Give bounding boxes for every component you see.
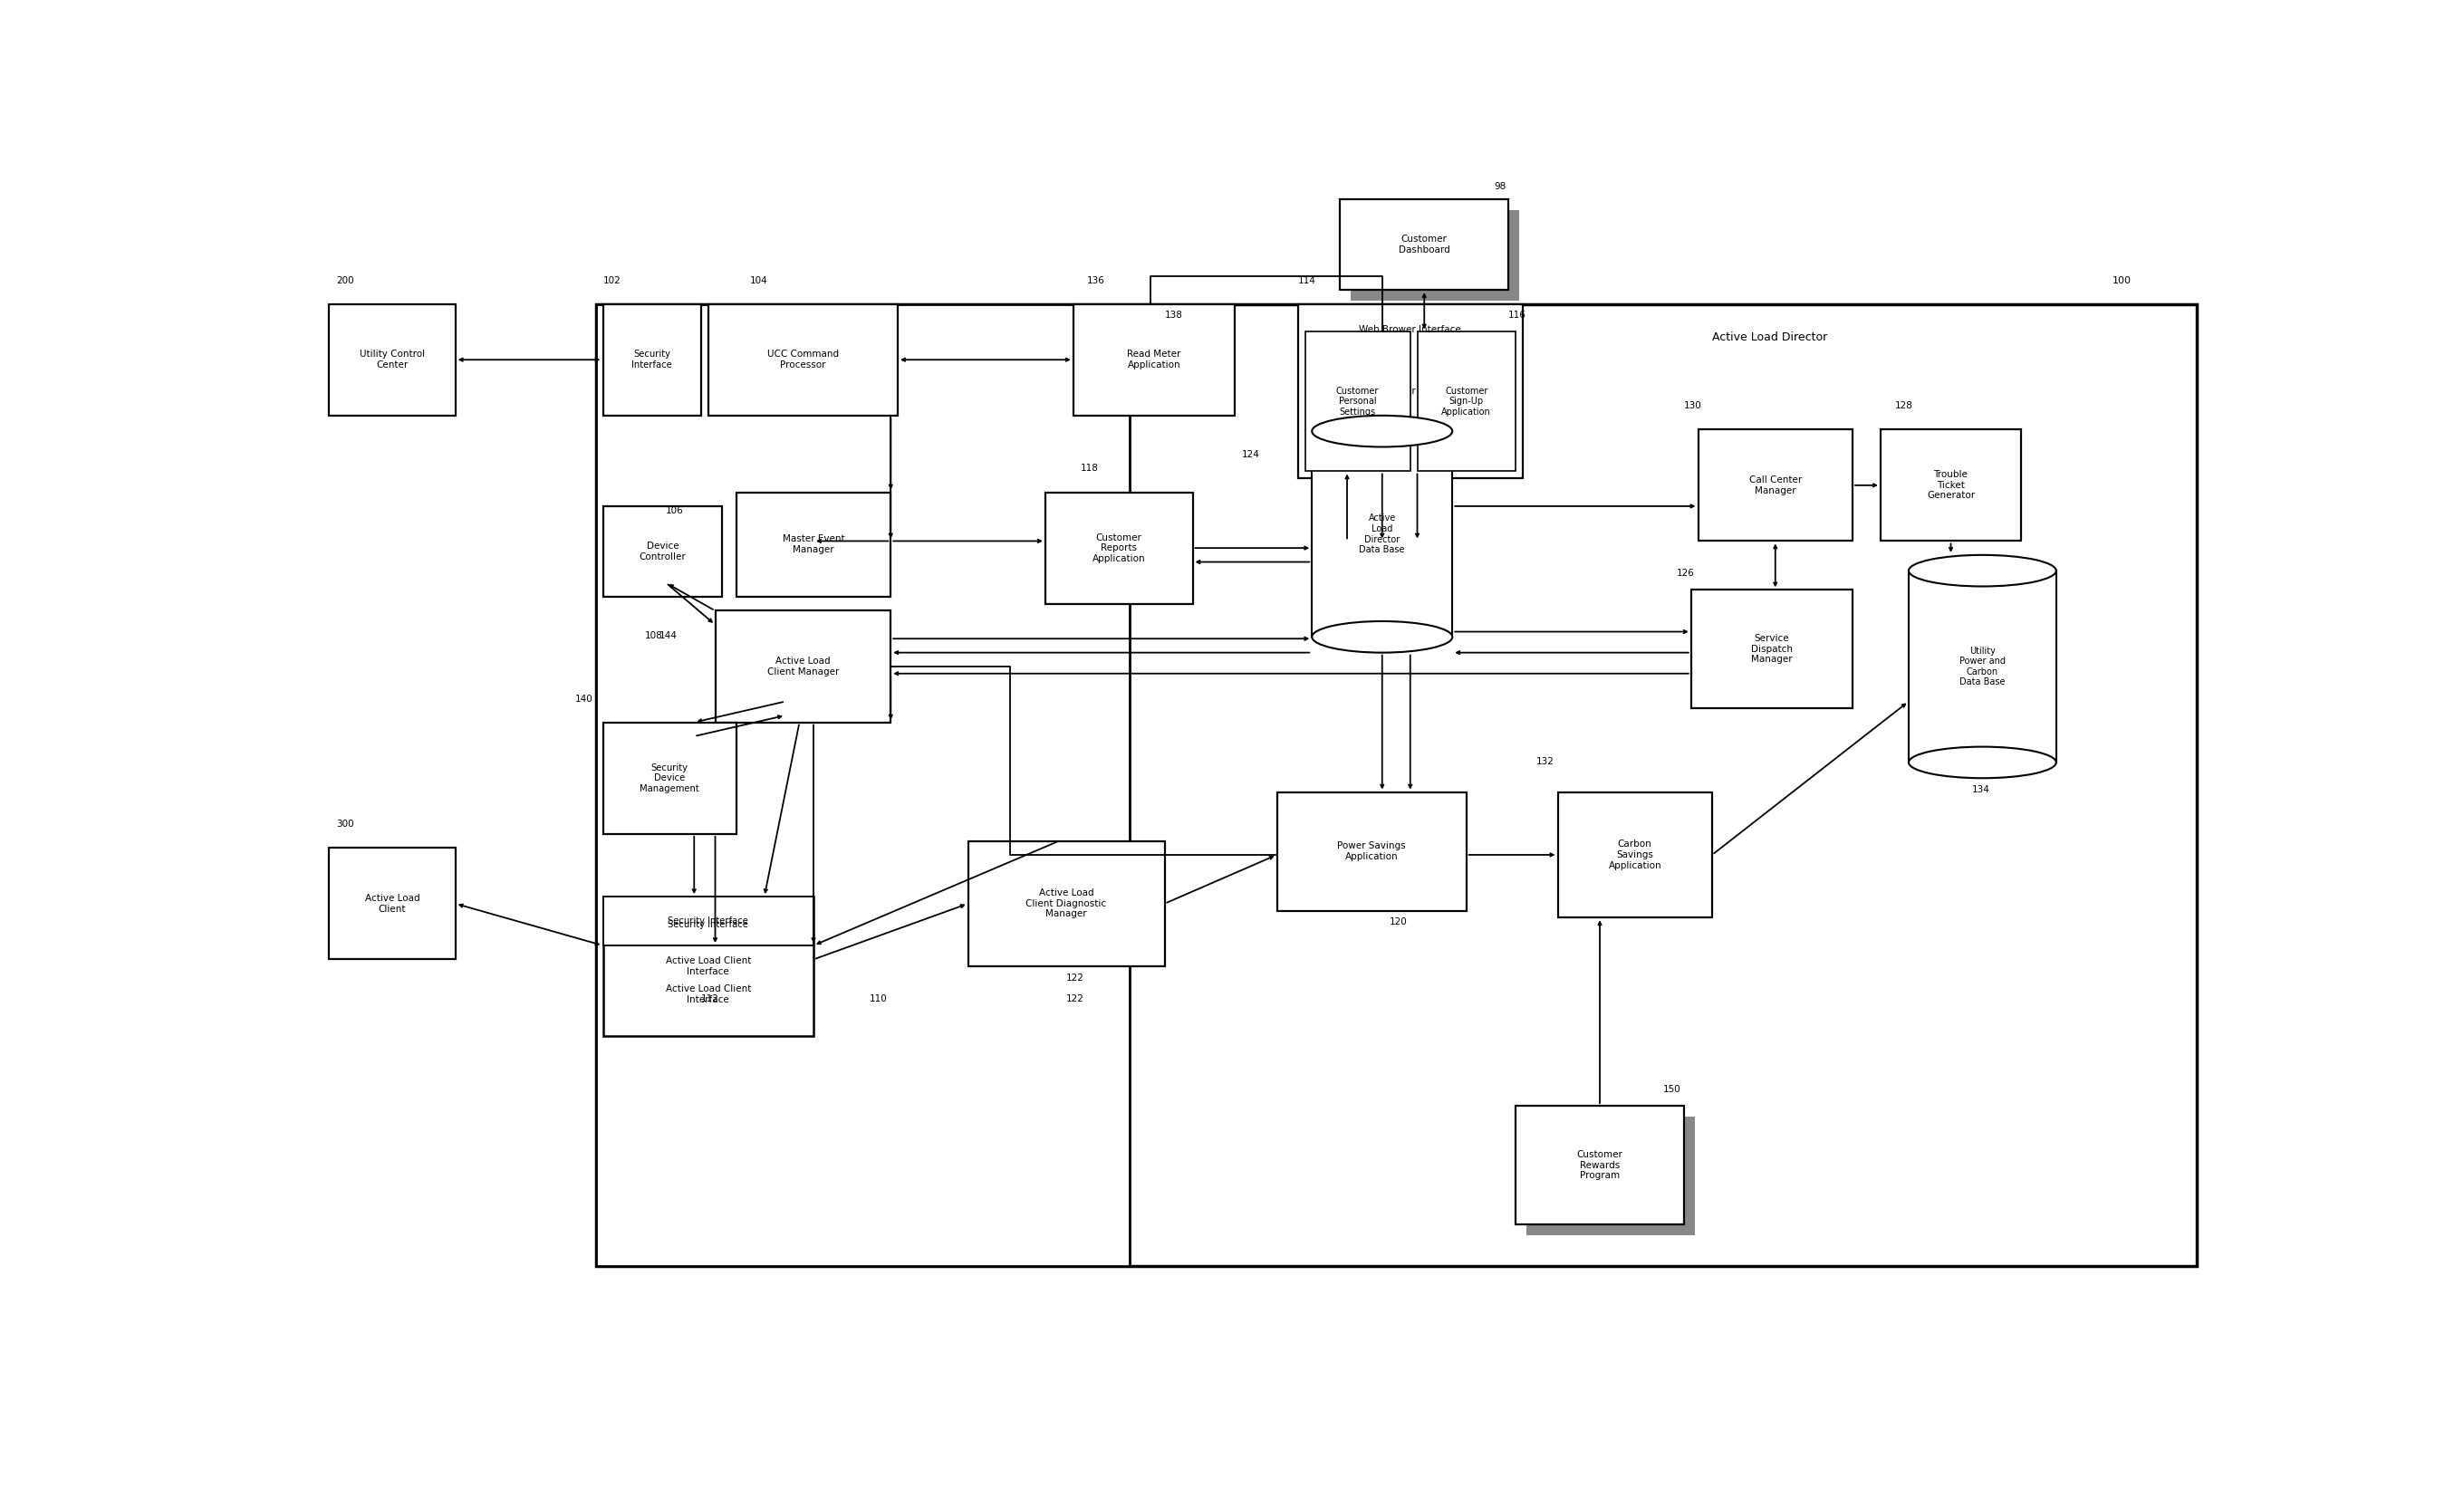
Text: 100: 100 bbox=[2112, 275, 2131, 286]
Text: 98: 98 bbox=[1496, 181, 1506, 190]
Text: 144: 144 bbox=[658, 632, 678, 641]
Ellipse shape bbox=[1910, 555, 2055, 586]
Text: Web Brower Interface: Web Brower Interface bbox=[1360, 387, 1461, 396]
Text: Security Interface: Security Interface bbox=[668, 920, 749, 929]
Text: Service
Dispatch
Manager: Service Dispatch Manager bbox=[1752, 633, 1794, 665]
Text: 128: 128 bbox=[1895, 401, 1912, 410]
Text: 122: 122 bbox=[1067, 993, 1084, 1004]
Text: 118: 118 bbox=[1079, 464, 1099, 473]
Bar bbox=[596, 303, 2195, 1267]
Text: Power Savings
Application: Power Savings Application bbox=[1338, 842, 1407, 861]
Bar bbox=[1306, 332, 1409, 471]
Bar bbox=[330, 848, 456, 959]
Text: Active Load Client
Interface: Active Load Client Interface bbox=[665, 956, 752, 975]
Text: 122: 122 bbox=[1067, 972, 1084, 981]
Text: 138: 138 bbox=[1165, 311, 1183, 320]
Text: Utility Control
Center: Utility Control Center bbox=[360, 349, 424, 370]
Text: 104: 104 bbox=[752, 275, 769, 286]
Text: 110: 110 bbox=[870, 993, 887, 1004]
Text: Master Event
Manager: Master Event Manager bbox=[784, 535, 845, 555]
Text: Customer
Personal
Settings: Customer Personal Settings bbox=[1335, 387, 1380, 416]
Text: Utility
Power and
Carbon
Data Base: Utility Power and Carbon Data Base bbox=[1959, 647, 2006, 687]
Text: Customer
Reports
Application: Customer Reports Application bbox=[1092, 532, 1146, 564]
Text: 130: 130 bbox=[1683, 401, 1703, 410]
Text: 120: 120 bbox=[1390, 917, 1407, 926]
Bar bbox=[1276, 793, 1466, 910]
Text: 124: 124 bbox=[1242, 451, 1259, 459]
Text: 150: 150 bbox=[1663, 1084, 1680, 1094]
Text: Device
Controller: Device Controller bbox=[638, 541, 685, 561]
Bar bbox=[1557, 793, 1712, 917]
Text: Active Load
Client: Active Load Client bbox=[365, 894, 419, 913]
Text: 116: 116 bbox=[1508, 311, 1528, 320]
Bar bbox=[596, 303, 1129, 1267]
Bar bbox=[1417, 332, 1515, 471]
Text: 114: 114 bbox=[1299, 275, 1316, 286]
Ellipse shape bbox=[1311, 415, 1451, 448]
Bar bbox=[604, 303, 702, 415]
Text: Customer
Sign-Up
Application: Customer Sign-Up Application bbox=[1441, 387, 1491, 416]
Text: 140: 140 bbox=[574, 694, 594, 703]
Bar bbox=[1690, 590, 1853, 708]
Bar bbox=[715, 611, 890, 723]
Text: Read Meter
Application: Read Meter Application bbox=[1126, 349, 1180, 370]
Text: 300: 300 bbox=[335, 819, 355, 828]
Text: Active Load Client
Interface: Active Load Client Interface bbox=[665, 984, 752, 1004]
Bar bbox=[1311, 431, 1451, 636]
Bar bbox=[330, 303, 456, 415]
Bar bbox=[604, 723, 737, 834]
Ellipse shape bbox=[1311, 622, 1451, 653]
Text: Call Center
Manager: Call Center Manager bbox=[1749, 476, 1801, 495]
Bar bbox=[1698, 430, 1853, 541]
Text: Security Interface: Security Interface bbox=[668, 916, 749, 925]
Text: Active Load
Client Manager: Active Load Client Manager bbox=[766, 657, 838, 677]
Bar bbox=[1350, 210, 1518, 300]
Bar bbox=[1340, 199, 1508, 290]
Bar bbox=[1515, 1106, 1683, 1224]
Text: 108: 108 bbox=[646, 632, 663, 641]
Bar bbox=[968, 840, 1165, 967]
Text: 136: 136 bbox=[1087, 275, 1106, 286]
Bar bbox=[1525, 1117, 1695, 1234]
Text: UCC Command
Processor: UCC Command Processor bbox=[766, 349, 838, 370]
Bar bbox=[707, 303, 897, 415]
Text: Web Brower Interface: Web Brower Interface bbox=[1360, 324, 1461, 335]
Text: Trouble
Ticket
Generator: Trouble Ticket Generator bbox=[1927, 470, 1974, 500]
Text: 200: 200 bbox=[335, 275, 355, 286]
Bar bbox=[1880, 430, 2020, 541]
Ellipse shape bbox=[1910, 746, 2055, 778]
Bar bbox=[604, 506, 722, 596]
Text: Security
Interface: Security Interface bbox=[631, 349, 673, 370]
Text: Security
Device
Management: Security Device Management bbox=[641, 763, 700, 793]
Text: Active Load
Client Diagnostic
Manager: Active Load Client Diagnostic Manager bbox=[1025, 889, 1106, 919]
Text: Customer
Rewards
Program: Customer Rewards Program bbox=[1577, 1149, 1624, 1181]
Text: 134: 134 bbox=[1971, 785, 1991, 794]
Bar bbox=[1074, 303, 1234, 415]
Text: Active Load Director: Active Load Director bbox=[1712, 332, 1828, 343]
Bar bbox=[737, 492, 890, 596]
Text: Active
Load
Director
Data Base: Active Load Director Data Base bbox=[1360, 515, 1404, 555]
Bar bbox=[1910, 571, 2055, 763]
Text: 102: 102 bbox=[604, 275, 621, 286]
Text: Carbon
Savings
Application: Carbon Savings Application bbox=[1609, 840, 1661, 870]
Bar bbox=[604, 897, 813, 1036]
Text: 126: 126 bbox=[1678, 568, 1695, 578]
Text: 132: 132 bbox=[1538, 757, 1555, 766]
Bar bbox=[604, 897, 813, 946]
Text: 112: 112 bbox=[702, 993, 719, 1004]
Bar bbox=[1299, 303, 1523, 479]
Text: Customer
Dashboard: Customer Dashboard bbox=[1400, 235, 1449, 254]
Text: 106: 106 bbox=[665, 506, 685, 515]
Bar bbox=[1045, 492, 1193, 604]
